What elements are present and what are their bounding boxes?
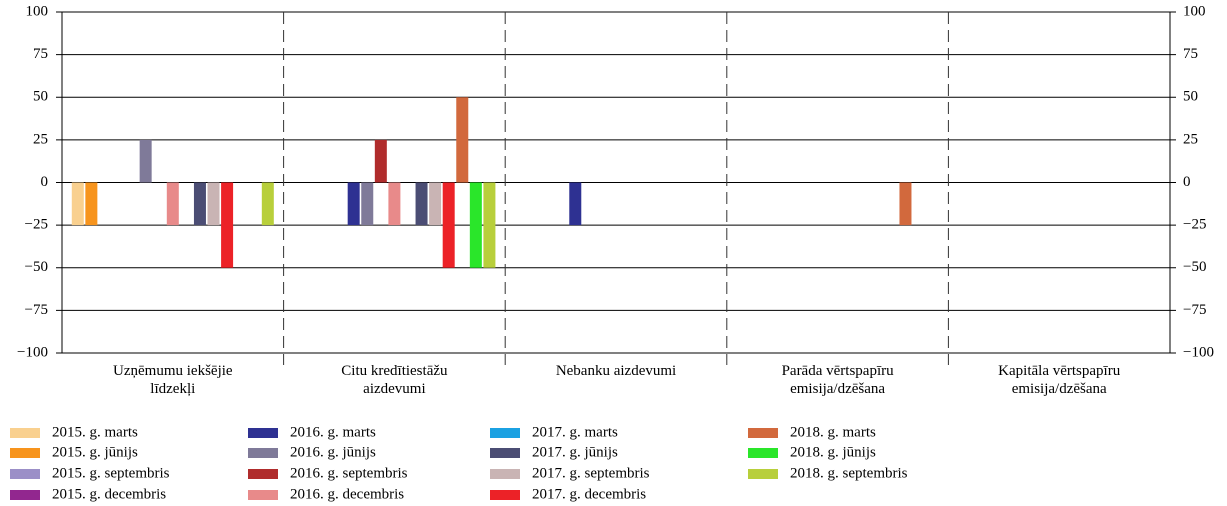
y2-tick-label: −75	[1183, 302, 1206, 318]
legend-swatch	[248, 448, 278, 458]
x-tick-label-line: aizdevumi	[363, 381, 425, 397]
x-tick-label-line: Parāda vērtspapīru	[782, 363, 895, 379]
bar	[442, 182, 455, 268]
bar	[139, 139, 152, 183]
bar	[221, 182, 234, 268]
legend-label: 2018. g. septembris	[790, 465, 908, 481]
bar	[347, 182, 360, 226]
bar	[85, 182, 98, 226]
legend-swatch	[490, 490, 520, 500]
y2-tick-label: 50	[1183, 89, 1198, 105]
y2-tick-label: −50	[1183, 259, 1206, 275]
y2-tick-label: 100	[1183, 3, 1206, 19]
bar	[71, 182, 84, 226]
y-tick-label: 50	[33, 89, 48, 105]
x-tick-label-line: Uzņēmumu iekšējie	[113, 363, 233, 379]
legend-label: 2015. g. septembris	[52, 465, 170, 481]
legend-swatch	[248, 490, 278, 500]
y-tick-label: 25	[33, 131, 48, 147]
legend-swatch	[248, 469, 278, 479]
legend-label: 2016. g. decembris	[290, 486, 404, 502]
x-tick-label: Kapitāla vērtspapīru emisija/dzēšana	[998, 363, 1121, 397]
y-tick-label: −25	[25, 217, 48, 233]
y2-tick-label: 75	[1183, 46, 1198, 62]
bar	[415, 182, 428, 226]
x-tick-label: Uzņēmumu iekšējie līdzekļi	[113, 363, 233, 397]
legend-label: 2018. g. marts	[790, 424, 876, 440]
legend-swatch	[10, 428, 40, 438]
y-tick-label: 100	[26, 3, 49, 19]
x-tick-label: Nebanku aizdevumi	[556, 363, 676, 379]
legend-label: 2017. g. jūnijs	[532, 444, 618, 460]
legend-label: 2015. g. decembris	[52, 486, 166, 502]
legend-swatch	[10, 490, 40, 500]
legend-label: 2015. g. marts	[52, 424, 138, 440]
legend-swatch	[748, 469, 778, 479]
bar	[483, 182, 496, 268]
y-tick-label: −75	[25, 302, 48, 318]
legend-swatch	[490, 428, 520, 438]
bar	[469, 182, 482, 268]
legend-swatch	[748, 428, 778, 438]
y-tick-label: 0	[41, 174, 49, 190]
bar	[429, 182, 442, 226]
legend-label: 2017. g. marts	[532, 424, 618, 440]
bar	[569, 182, 582, 226]
y-tick-label: −100	[17, 344, 48, 360]
x-tick-label: Citu kredītiestāžu aizdevumi	[341, 363, 448, 397]
legend-swatch	[10, 469, 40, 479]
x-tick-label-line: Nebanku aizdevumi	[556, 363, 676, 379]
y2-tick-label: 25	[1183, 131, 1198, 147]
bar	[456, 97, 469, 183]
y2-tick-label: 0	[1183, 174, 1191, 190]
legend-label: 2016. g. septembris	[290, 465, 408, 481]
legend-label: 2015. g. jūnijs	[52, 444, 138, 460]
y-tick-label: −50	[25, 259, 48, 275]
x-tick-label: Parāda vērtspapīru emisija/dzēšana	[782, 363, 895, 397]
bar	[374, 139, 387, 183]
legend-label: 2017. g. decembris	[532, 486, 646, 502]
x-tick-label-line: līdzekļi	[150, 381, 195, 397]
bar	[261, 182, 274, 226]
y2-tick-label: −100	[1183, 344, 1214, 360]
legend-label: 2018. g. jūnijs	[790, 444, 876, 460]
legend-label: 2016. g. marts	[290, 424, 376, 440]
bar	[193, 182, 206, 226]
y2-tick-label: −25	[1183, 217, 1206, 233]
x-tick-label-line: emisija/dzēšana	[1012, 381, 1107, 397]
bar	[166, 182, 179, 226]
bar	[388, 182, 401, 226]
x-tick-label-line: emisija/dzēšana	[790, 381, 885, 397]
legend-swatch	[490, 448, 520, 458]
bar	[207, 182, 220, 226]
x-tick-label-line: Citu kredītiestāžu	[341, 363, 448, 379]
legend-swatch	[748, 448, 778, 458]
legend-label: 2016. g. jūnijs	[290, 444, 376, 460]
legend-label: 2017. g. septembris	[532, 465, 650, 481]
legend-swatch	[10, 448, 40, 458]
x-tick-label-line: Kapitāla vērtspapīru	[998, 363, 1121, 379]
bar	[899, 182, 912, 226]
y-tick-label: 75	[33, 46, 48, 62]
legend-swatch	[490, 469, 520, 479]
legend-swatch	[248, 428, 278, 438]
bar	[361, 182, 374, 226]
